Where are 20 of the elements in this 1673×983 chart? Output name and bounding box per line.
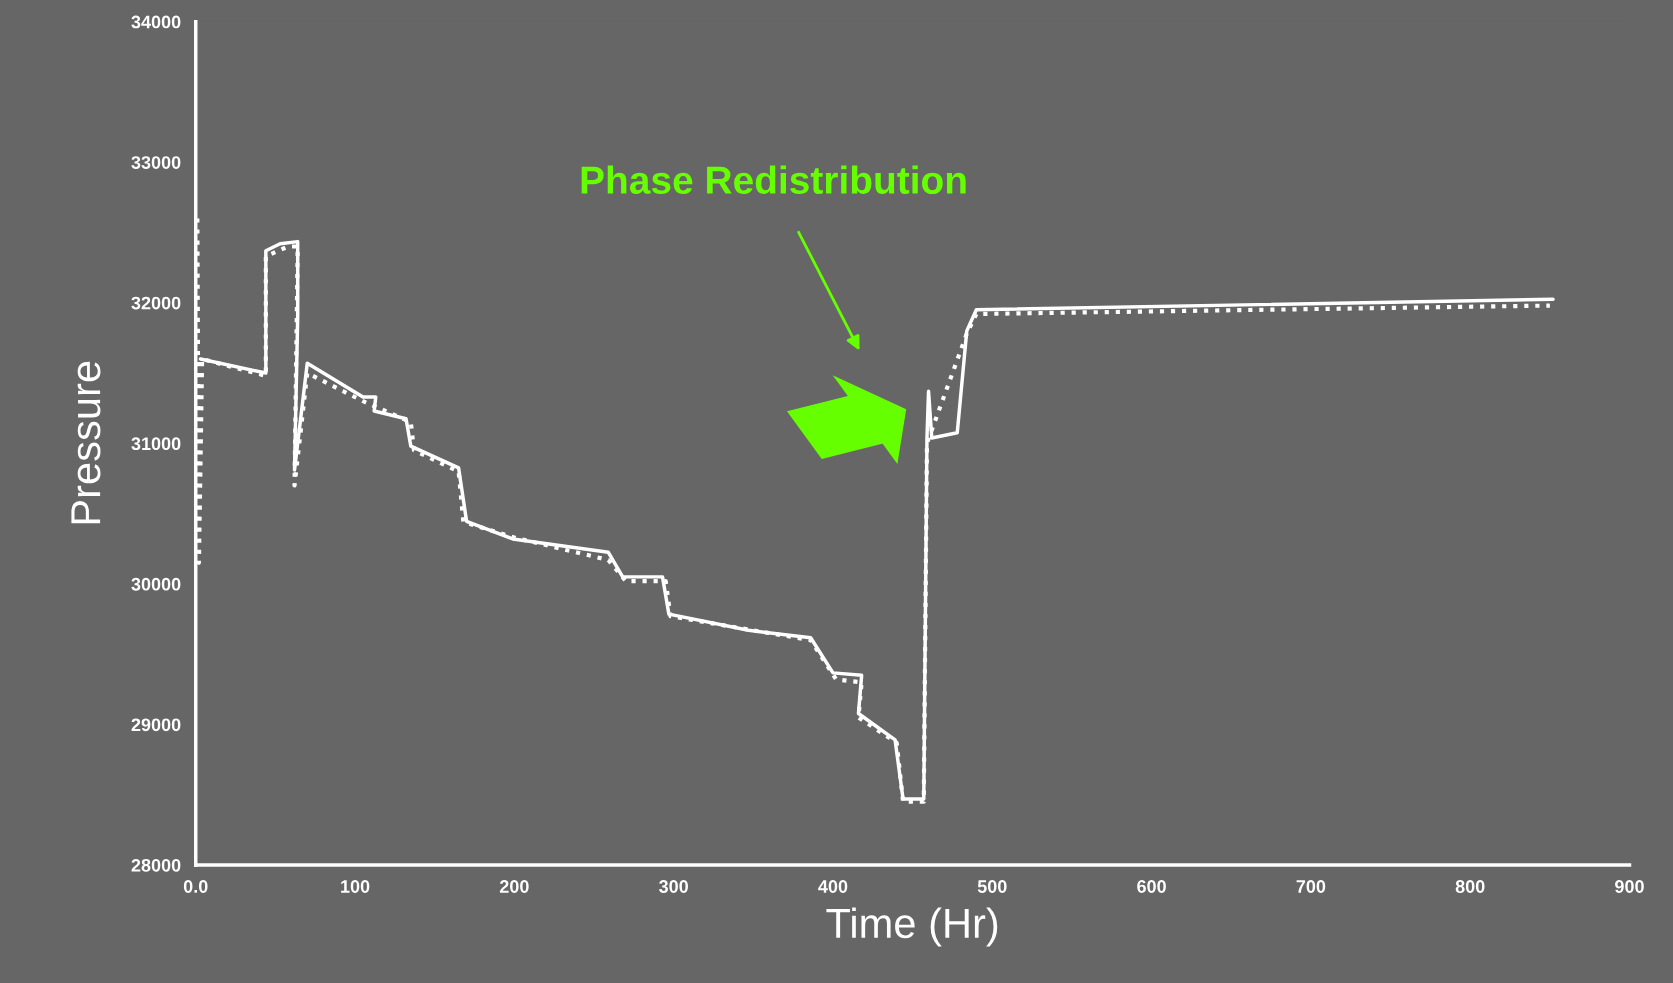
x-tick-label: 200 [499,880,529,893]
y-tick-label: 30000 [131,577,181,591]
x-tick-label: 100 [341,880,370,893]
x-axis-title: Time (Hr) [826,907,998,947]
x-tick-label: 400 [818,880,848,893]
y-tick-label: 33000 [131,156,181,169]
x-tick-label: 800 [1455,880,1485,893]
y-tick-label: 31000 [131,437,181,451]
x-tick-label: 300 [659,880,688,893]
y-tick-label: 29000 [131,718,181,732]
y-tick-label: 32000 [131,296,181,310]
y-axis-title: Pressure [71,361,101,524]
y-tick-label: 34000 [131,15,181,29]
y-tick-label: 28000 [131,858,181,872]
x-tick-label: 0.0 [183,880,208,893]
x-tick-label: 900 [1615,880,1644,893]
annotation: Phase Redistribution [581,165,966,194]
x-tick-label: 600 [1137,880,1166,893]
x-tick-label: 700 [1296,880,1326,893]
x-tick-label: 500 [977,880,1007,893]
